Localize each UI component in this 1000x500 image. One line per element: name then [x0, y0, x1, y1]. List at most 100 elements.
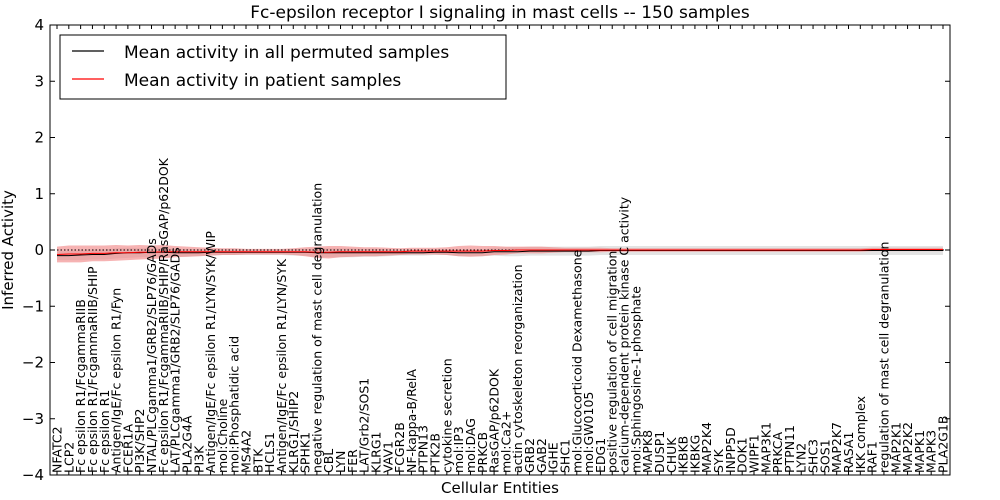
entity-label: PI3K	[191, 445, 206, 473]
y-tick-label: −1	[22, 297, 44, 315]
entity-label: IKBKG	[687, 435, 702, 473]
entity-label: IGHE	[546, 442, 561, 473]
entity-label: mol:DAG	[463, 418, 478, 473]
entity-label: MAP2K4	[699, 422, 714, 473]
entity-label: LYN2	[794, 443, 809, 473]
entity-label: PRKCA	[770, 432, 785, 473]
y-tick-label: 3	[34, 72, 44, 90]
entity-label: SPHK1	[298, 432, 313, 473]
entity-label: PLA2G1B	[936, 415, 951, 473]
band-patient	[57, 244, 943, 263]
entity-label: GRB2	[522, 438, 537, 473]
entity-label: SYK	[711, 448, 726, 473]
entity-label: calcium-dependent protein kinase C activ…	[617, 196, 632, 473]
series-lines	[56, 248, 943, 257]
entity-label: LAT/Grb2/SOS1	[357, 378, 372, 473]
entity-label: Fc epsilon R1/FcgammaRIIB	[73, 299, 88, 473]
entity-label: KLRG1/SHIP2	[286, 391, 301, 473]
entity-label: Fc epsilon R1/FcgammaRIIB/SHIP/RasGAP/p6…	[156, 157, 171, 473]
entity-label: RASA1	[841, 432, 856, 473]
entity-label: negative regulation of mast cell degranu…	[309, 183, 324, 473]
entity-label: regulation of mast cell degranulation	[876, 242, 891, 473]
entity-label: IKBKB	[676, 436, 691, 473]
entity-label: mol:Glucocorticoid Dexamethasone	[569, 249, 584, 473]
series-line-patient	[56, 248, 943, 255]
entity-label: KLRG1	[368, 432, 383, 474]
entity-label: LCP2	[61, 442, 76, 473]
x-axis-label: Cellular Entities	[441, 479, 559, 497]
y-tick-label: 2	[34, 129, 44, 147]
entity-label: DUSP1	[652, 431, 667, 473]
entity-label: mol:Choline	[215, 398, 230, 473]
entity-label: NFATC2	[50, 426, 65, 473]
entity-label: LAT/PLCgamma1/GRB2/SLP76/GADs	[168, 247, 183, 473]
entity-label: FER	[345, 449, 360, 473]
entity-label: CHUK	[664, 437, 679, 473]
entity-label: FCGR2B	[392, 422, 407, 473]
entity-label: PLA2G4A	[179, 415, 194, 473]
entity-label: cytokine secretion	[439, 358, 454, 473]
y-tick-label: −4	[22, 466, 44, 484]
entity-label: mol:GW0105	[581, 392, 596, 473]
entity-label: RasGAP/p62DOK	[487, 368, 502, 473]
entity-label: MAPK3	[924, 430, 939, 473]
entity-label: MAP2K2	[900, 422, 915, 473]
series-line-permuted	[57, 250, 943, 257]
entity-label: PTPN13	[416, 425, 431, 473]
entity-label: mol:Sphingosine-1-phosphate	[628, 286, 643, 473]
entity-label: positive regulation of cell migration	[605, 251, 620, 473]
legend-box	[59, 34, 507, 100]
x-ticks	[56, 25, 944, 475]
legend-label-permuted: Mean activity in all permuted samples	[124, 43, 449, 63]
chart-title: Fc-epsilon receptor I signaling in mast …	[250, 3, 750, 23]
entity-label: CBL	[321, 449, 336, 473]
entity-label: PI3K/SHP2	[132, 409, 147, 473]
entity-label: RAF1	[865, 441, 880, 473]
entity-label: EDG1	[593, 438, 608, 473]
y-tick-label: −3	[22, 410, 44, 428]
entity-label: VAV1	[380, 441, 395, 473]
entity-label: FCER1A	[120, 424, 135, 473]
entity-label: MAP3K1	[758, 422, 773, 473]
entity-label: NF-kappa-B/RelA	[404, 369, 419, 473]
entity-label: SHC3	[806, 439, 821, 473]
y-axis-label: Inferred Activity	[0, 190, 17, 310]
entity-label: INPP5D	[723, 427, 738, 473]
entity-label: Antigen/IgE/Fc epsilon R1/Fyn	[109, 288, 124, 473]
entity-label: Antigen/IgE/Fc epsilon R1/LYN/SYK	[274, 258, 289, 473]
y-tick-label: −2	[22, 354, 44, 372]
entity-label: HCLS1	[262, 432, 277, 473]
entity-label: PTPN11	[782, 425, 797, 473]
entity-label: PRKCB	[475, 432, 490, 473]
entity-label: GAB2	[534, 438, 549, 473]
y-tick-label: 1	[34, 185, 44, 203]
entity-label: LYN	[333, 451, 348, 473]
entity-label: MAPK1	[912, 430, 927, 473]
entity-label: Antigen/IgE/Fc epsilon R1/LYN/SYK/WIP	[203, 231, 218, 473]
entity-label: MAP2K7	[829, 422, 844, 473]
legend-label-patient: Mean activity in patient samples	[124, 71, 401, 91]
y-ticks: −4 −3 −2 −1 0 1 2 3 4	[22, 16, 950, 484]
entity-label: DOK1	[735, 437, 750, 473]
entity-label: BTK	[250, 448, 265, 473]
entity-label: mol:Ca2+	[498, 411, 513, 473]
y-tick-label: 4	[34, 16, 44, 34]
entity-label: mol:Phosphatidic acid	[227, 336, 242, 473]
entity-label: SOS1	[817, 439, 832, 473]
entity-label: actin cytoskeleton reorganization	[510, 264, 525, 473]
entity-label: Fc epsilon R1	[97, 390, 112, 473]
legend: Mean activity in all permuted samples Me…	[59, 34, 507, 100]
entity-label: SHC1	[557, 439, 572, 473]
entity-label: Fc epsilon R1/FcgammaRIIB/SHIP	[85, 266, 100, 473]
entity-label: NTAL/PLCgamma1/GRB2/SLP76/GADs	[144, 238, 159, 473]
entity-label: WIPF1	[746, 434, 761, 473]
entity-label: mol:IP3	[451, 426, 466, 473]
y-tick-label: 0	[34, 241, 44, 259]
entity-label: IKK complex	[853, 396, 868, 473]
entity-label: MAP2K1	[888, 422, 903, 473]
entity-label: PTK2B	[428, 433, 443, 473]
confidence-bands	[57, 244, 943, 263]
entity-label: MS4A2	[239, 430, 254, 473]
